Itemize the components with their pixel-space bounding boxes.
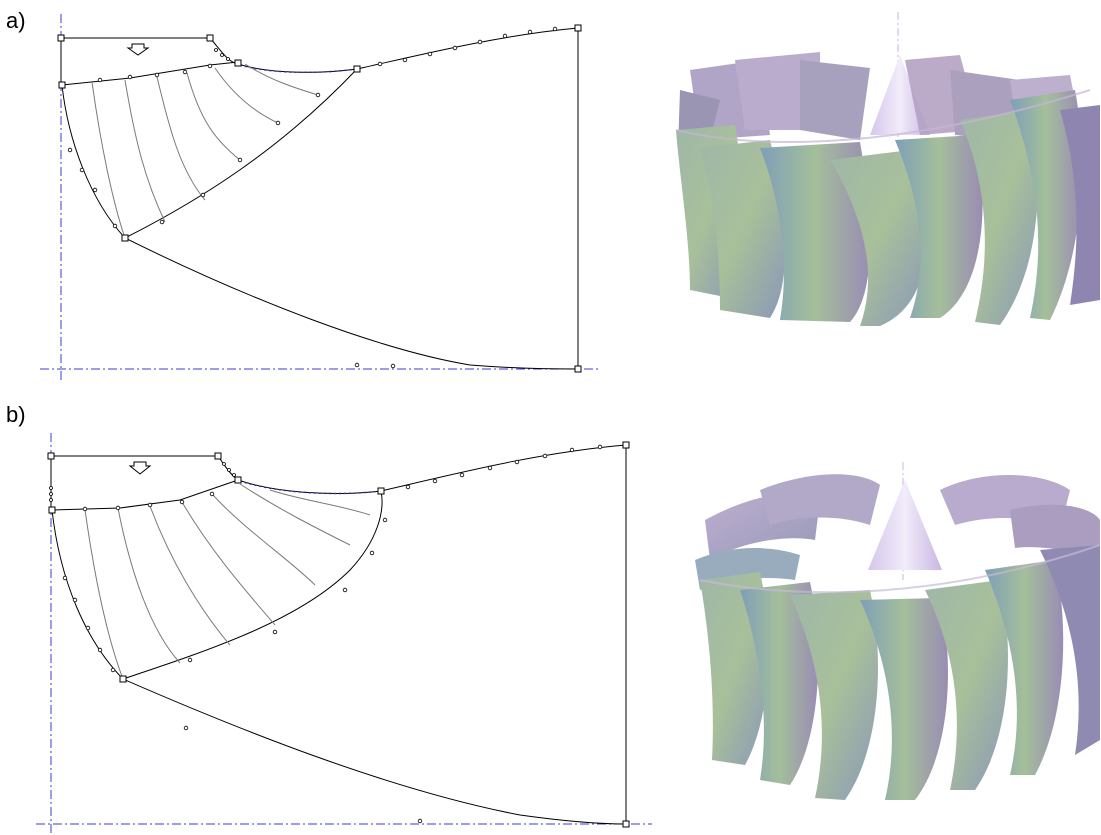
spline-points-a [67,26,558,369]
trailing-edge-a [124,68,358,239]
hub-cone-a [870,55,930,135]
leading-edge-a [61,84,126,239]
leading-edge-b [51,509,124,680]
runner-3d-b [695,462,1101,800]
hub-curve-a [124,237,579,370]
meridional-view-b [36,433,652,835]
hub-cone-b [868,480,942,570]
down-arrow-icon [126,43,150,56]
meridional-view-a [40,14,600,380]
spline-points-b [49,444,603,824]
control-points-a [57,24,582,373]
blade-sections-b [84,483,371,680]
shroud-curve-b [217,444,627,494]
blade-top-line-a [61,61,239,86]
panel-a-label: a) [6,8,26,33]
blade-sections-a [91,63,319,239]
shroud-curve-a [209,27,579,73]
control-points-b [47,441,630,828]
down-arrow-icon [128,461,152,475]
trailing-edge-b [122,490,383,680]
runner-3d-a [675,12,1100,326]
panel-b-label: b) [6,402,26,427]
hub-curve-b [122,678,627,825]
